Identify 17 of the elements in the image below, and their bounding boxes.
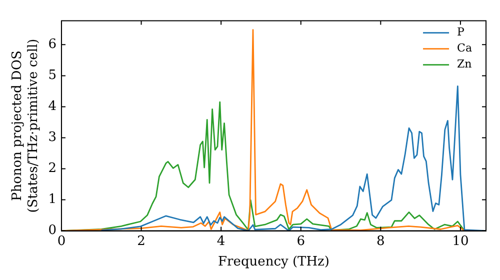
y-tick-label: 5 (48, 68, 56, 84)
y-tick-label: 1 (48, 192, 56, 208)
y-tick-label: 6 (48, 37, 56, 52)
x-tick-label: 10 (452, 234, 469, 249)
y-tick-label: 0 (48, 223, 56, 238)
x-axis-title: Frequency (THz) (218, 254, 330, 270)
y-tick-label: 3 (48, 130, 56, 146)
x-tick-label: 8 (376, 234, 385, 249)
y-tick-label: 2 (48, 161, 56, 176)
x-tick-label: 6 (296, 234, 306, 249)
legend-label: Ca (457, 42, 472, 55)
y-axis-title: Phonon projected DOS (States/THz·primitive cell) (10, 38, 41, 213)
legend-label: P (457, 26, 466, 39)
x-tick-label: 2 (137, 234, 146, 249)
x-tick-label: 4 (216, 234, 226, 249)
legend-label: Zn (457, 58, 472, 71)
y-tick-label: 4 (48, 99, 56, 114)
